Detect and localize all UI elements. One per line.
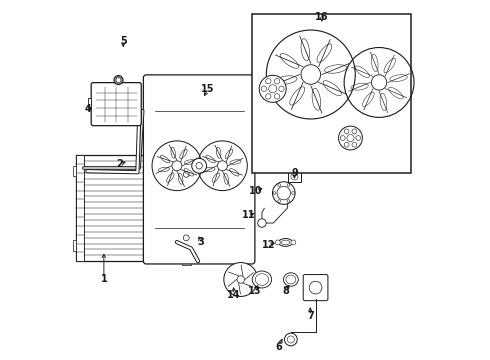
Circle shape (183, 171, 189, 177)
Circle shape (192, 158, 207, 173)
Text: 14: 14 (227, 290, 241, 300)
Circle shape (237, 276, 245, 283)
Bar (182, 261, 191, 265)
Bar (73, 166, 75, 176)
Circle shape (352, 142, 357, 147)
Circle shape (258, 219, 266, 227)
Circle shape (356, 136, 361, 140)
Circle shape (287, 184, 290, 186)
Circle shape (114, 76, 123, 85)
Text: 15: 15 (201, 84, 215, 94)
Circle shape (278, 184, 281, 186)
Circle shape (261, 86, 267, 91)
Bar (75, 155, 84, 261)
Bar (288, 171, 301, 182)
Text: 5: 5 (120, 36, 126, 46)
FancyBboxPatch shape (144, 75, 255, 264)
Circle shape (183, 235, 189, 241)
Circle shape (266, 94, 271, 99)
Bar (180, 155, 192, 261)
Circle shape (339, 126, 363, 150)
Bar (182, 151, 191, 155)
Circle shape (371, 75, 387, 90)
Text: 6: 6 (275, 342, 282, 351)
Ellipse shape (283, 273, 298, 286)
Text: 3: 3 (197, 237, 204, 247)
Text: 9: 9 (291, 168, 298, 178)
Text: 4: 4 (85, 104, 91, 114)
Circle shape (274, 78, 280, 84)
Circle shape (344, 142, 349, 147)
Circle shape (275, 240, 280, 245)
Text: 11: 11 (242, 210, 255, 220)
Circle shape (279, 86, 284, 91)
Circle shape (341, 136, 345, 140)
Ellipse shape (278, 239, 293, 246)
Circle shape (272, 182, 295, 204)
Circle shape (301, 65, 320, 84)
Circle shape (259, 75, 286, 102)
Bar (88, 98, 91, 107)
FancyBboxPatch shape (303, 275, 328, 301)
Bar (73, 240, 75, 251)
Text: 8: 8 (282, 286, 289, 296)
Text: 12: 12 (262, 240, 276, 250)
FancyBboxPatch shape (91, 83, 141, 126)
Circle shape (224, 262, 258, 296)
Circle shape (292, 192, 294, 194)
Circle shape (352, 129, 357, 134)
Bar (75, 155, 192, 261)
Text: 7: 7 (307, 311, 314, 321)
Circle shape (274, 94, 280, 99)
Text: 2: 2 (117, 159, 123, 169)
Circle shape (273, 192, 276, 194)
Circle shape (285, 333, 297, 346)
Circle shape (266, 78, 271, 84)
Text: 1: 1 (100, 274, 107, 284)
Circle shape (218, 161, 227, 171)
Ellipse shape (252, 271, 271, 288)
Circle shape (172, 161, 182, 171)
Circle shape (344, 129, 349, 134)
Text: 13: 13 (248, 286, 262, 296)
Circle shape (291, 240, 296, 245)
Text: 16: 16 (315, 12, 329, 22)
Text: 10: 10 (249, 186, 262, 195)
Circle shape (287, 200, 290, 202)
Bar (252, 14, 411, 173)
Circle shape (278, 200, 281, 202)
